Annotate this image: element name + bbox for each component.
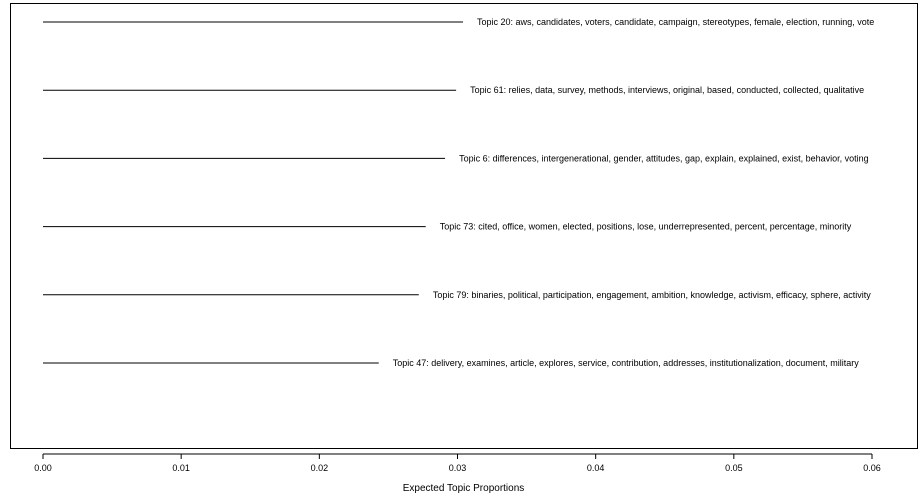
x-tick-label: 0.03 (449, 463, 467, 473)
topic-label: Topic 20: aws, candidates, voters, candi… (477, 17, 874, 27)
x-tick-label: 0.00 (34, 463, 52, 473)
x-tick-label: 0.04 (587, 463, 605, 473)
topic-label: Topic 6: differences, intergenerational,… (459, 153, 869, 163)
topic-label: Topic 61: relies, data, survey, methods,… (470, 85, 864, 95)
topic-bars: Topic 20: aws, candidates, voters, candi… (43, 17, 874, 368)
plot-frame (10, 3, 918, 449)
x-tick-label: 0.02 (311, 463, 329, 473)
topic-label: Topic 79: binaries, political, participa… (433, 290, 871, 300)
x-tick-label: 0.05 (725, 463, 743, 473)
x-tick-label: 0.01 (172, 463, 190, 473)
x-axis: 0.00 0.01 0.02 0.03 0.04 0.05 0.06 (34, 453, 881, 473)
topic-label: Topic 47: delivery, examines, article, e… (393, 358, 860, 368)
x-tick-label: 0.06 (863, 463, 881, 473)
topic-label: Topic 73: cited, office, women, elected,… (440, 222, 852, 232)
x-axis-label: Expected Topic Proportions (403, 483, 525, 494)
